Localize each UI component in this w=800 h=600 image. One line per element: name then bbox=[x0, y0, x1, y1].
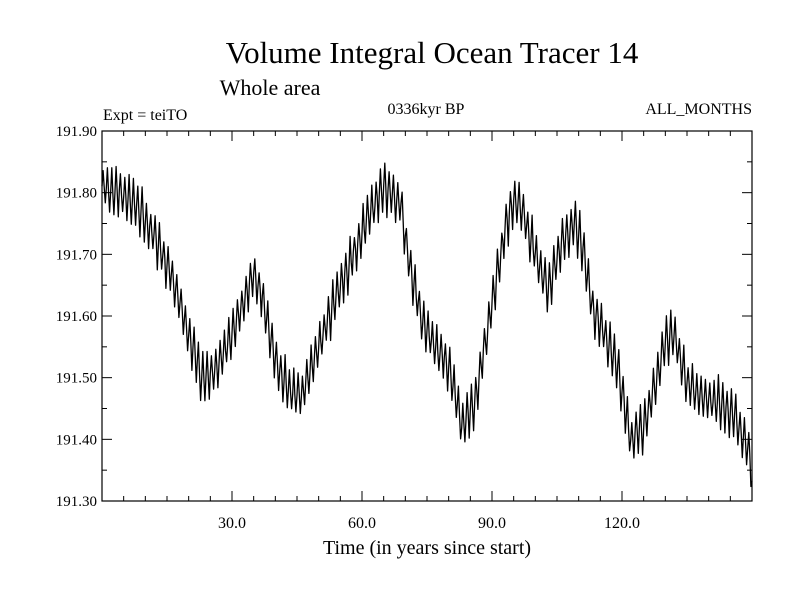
y-tick-label: 191.90 bbox=[56, 124, 97, 140]
chart-subtitle: Whole area bbox=[220, 75, 321, 100]
y-tick-label: 191.60 bbox=[56, 309, 97, 325]
plot-frame bbox=[101, 130, 753, 502]
y-tick-label: 191.30 bbox=[56, 494, 97, 510]
x-axis-label: Time (in years since start) bbox=[323, 537, 531, 559]
x-tick-label: 90.0 bbox=[478, 515, 506, 532]
y-tick-label: 191.40 bbox=[56, 432, 97, 448]
period-label: 0336kyr BP bbox=[388, 101, 465, 118]
experiment-label: Expt = teiTO bbox=[103, 107, 187, 124]
y-tick-label: 191.70 bbox=[56, 247, 97, 263]
chart-title: Volume Integral Ocean Tracer 14 bbox=[226, 35, 639, 70]
x-axis: 30.0 60.0 90.0 120.0 bbox=[123, 131, 731, 532]
y-tick-label: 191.50 bbox=[56, 371, 97, 387]
x-tick-label: 120.0 bbox=[604, 515, 640, 532]
x-tick-label: 60.0 bbox=[348, 515, 376, 532]
months-label: ALL_MONTHS bbox=[645, 101, 752, 118]
y-axis: 191.30 191.40 191.50 191.60 191.70 191.80 191.… bbox=[56, 124, 752, 510]
x-tick-label: 30.0 bbox=[218, 515, 246, 532]
y-tick-label: 191.80 bbox=[56, 186, 97, 202]
series-line bbox=[101, 162, 753, 488]
